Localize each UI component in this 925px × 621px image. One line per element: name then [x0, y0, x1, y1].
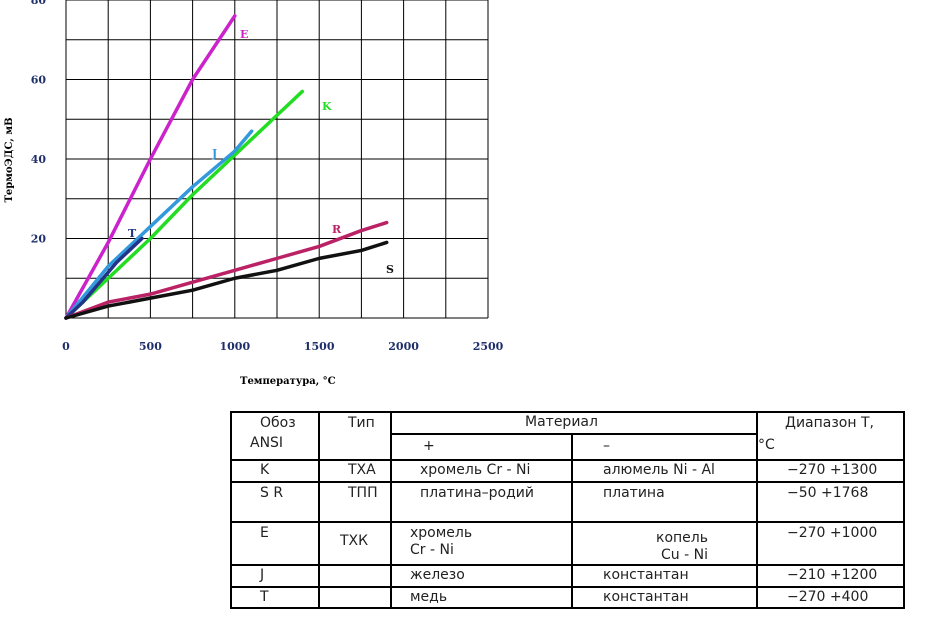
thermocouple-chart: 0 500 1000 1500 2000 2500 20 40 60 80 Температура,… — [4, 0, 504, 387]
series-line-t — [64, 236, 144, 320]
row-plus: железо — [410, 567, 465, 583]
series-line-s — [64, 240, 389, 320]
header-unit: °C — [758, 437, 775, 453]
row-range: −270 +1000 — [787, 525, 878, 541]
row-minus: константан — [603, 589, 689, 605]
header-oboz: Обоз — [260, 415, 296, 431]
row-code: E — [260, 525, 269, 541]
header-type: Тип — [348, 415, 375, 431]
row-plus: медь — [410, 589, 448, 605]
y-tick-label: 20 — [31, 233, 47, 246]
row-code: T — [260, 589, 269, 605]
row-plus: платина–родий — [420, 485, 534, 501]
x-tick-label: 1500 — [304, 340, 335, 353]
row-range: −270 +400 — [787, 589, 869, 605]
series-line-r — [64, 220, 389, 320]
x-tick-label: 0 — [62, 340, 70, 353]
series-line-e — [64, 14, 237, 320]
row-plus: хромель Cr - Ni — [410, 525, 473, 558]
header-plus: + — [423, 438, 435, 454]
x-tick-label: 500 — [139, 340, 162, 353]
thermocouple-table: Обоз ANSI Тип Материал + – Диапазон Т, °… — [230, 411, 905, 609]
row-code: J — [260, 567, 265, 583]
row-code: K — [260, 462, 270, 478]
y-tick-label: 80 — [31, 0, 47, 7]
row-code: S R — [260, 485, 284, 501]
header-range: Диапазон Т, — [785, 415, 874, 431]
row-range: −210 +1200 — [787, 567, 878, 583]
x-tick-label: 2000 — [388, 340, 419, 353]
row-type: ТХА — [348, 462, 376, 478]
header-ansi: ANSI — [250, 435, 284, 451]
row-minus: копель Cu - Ni — [656, 530, 708, 563]
row-type: ТХК — [340, 533, 369, 549]
series-line-j — [64, 129, 254, 320]
row-minus: константан — [603, 567, 689, 583]
series-label-k: K — [322, 100, 332, 113]
y-axis-title: ТермоЭДС, мВ — [4, 117, 15, 202]
row-type: ТПП — [348, 485, 378, 501]
series-line-k — [64, 89, 305, 320]
y-tick-label: 60 — [31, 74, 47, 87]
header-minus: – — [603, 438, 610, 454]
row-minus: алюмель Ni - Al — [603, 462, 715, 478]
row-range: −270 +1300 — [787, 462, 878, 478]
x-axis-title: Температура, °C — [240, 376, 336, 387]
y-tick-label: 40 — [31, 153, 47, 166]
series-label-j: J — [211, 147, 217, 160]
x-tick-label: 1000 — [219, 340, 250, 353]
row-plus: хромель Cr - Ni — [420, 462, 531, 478]
series-label-e: E — [240, 28, 248, 41]
series-label-r: R — [332, 223, 342, 236]
row-range: −50 +1768 — [787, 485, 869, 501]
series-label-t: T — [128, 227, 137, 240]
row-minus: платина — [603, 485, 665, 501]
header-material: Материал — [525, 414, 598, 430]
x-tick-label: 2500 — [473, 340, 504, 353]
series-label-s: S — [386, 263, 394, 276]
